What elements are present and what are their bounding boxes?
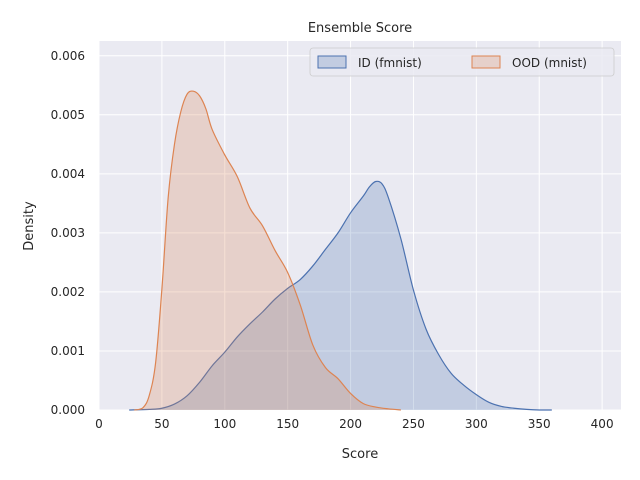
density-areas — [129, 90, 552, 411]
legend-swatch-0 — [317, 55, 347, 69]
y-tick-label: 0.003 — [51, 226, 85, 240]
x-tick-label: 400 — [591, 417, 614, 431]
legend: ID (fmnist) OOD (mnist) — [309, 47, 615, 77]
chart-title: Ensemble Score — [308, 21, 412, 36]
y-tick-label: 0.001 — [51, 344, 85, 358]
x-tick-label: 50 — [154, 417, 169, 431]
y-tick-labels: 0.000 0.001 0.002 0.003 0.004 0.005 0.006 — [51, 49, 85, 417]
legend-box — [309, 47, 615, 77]
y-tick-label: 0.005 — [51, 108, 85, 122]
x-tick-label: 100 — [213, 417, 236, 431]
x-tick-label: 150 — [276, 417, 299, 431]
series-area-0 — [129, 181, 552, 410]
y-tick-label: 0.006 — [51, 49, 85, 63]
x-tick-label: 250 — [402, 417, 425, 431]
plot-background — [99, 41, 621, 410]
series-line-0 — [129, 180, 552, 411]
series-line-1 — [134, 90, 401, 411]
legend-swatch-1 — [471, 55, 501, 69]
x-axis-label: Score — [342, 447, 378, 462]
y-tick-label: 0.000 — [51, 403, 85, 417]
x-tick-label: 200 — [339, 417, 362, 431]
y-tick-label: 0.002 — [51, 285, 85, 299]
legend-label-0: ID (fmnist) — [358, 56, 422, 70]
x-tick-label: 0 — [95, 417, 103, 431]
x-tick-label: 350 — [528, 417, 551, 431]
legend-label-1: OOD (mnist) — [512, 56, 587, 70]
y-axis-label: Density — [22, 201, 37, 251]
x-tick-label: 300 — [465, 417, 488, 431]
series-area-1 — [134, 91, 401, 411]
y-tick-label: 0.004 — [51, 167, 85, 181]
x-tick-labels: 0 50 100 150 200 250 300 350 400 — [95, 417, 613, 431]
